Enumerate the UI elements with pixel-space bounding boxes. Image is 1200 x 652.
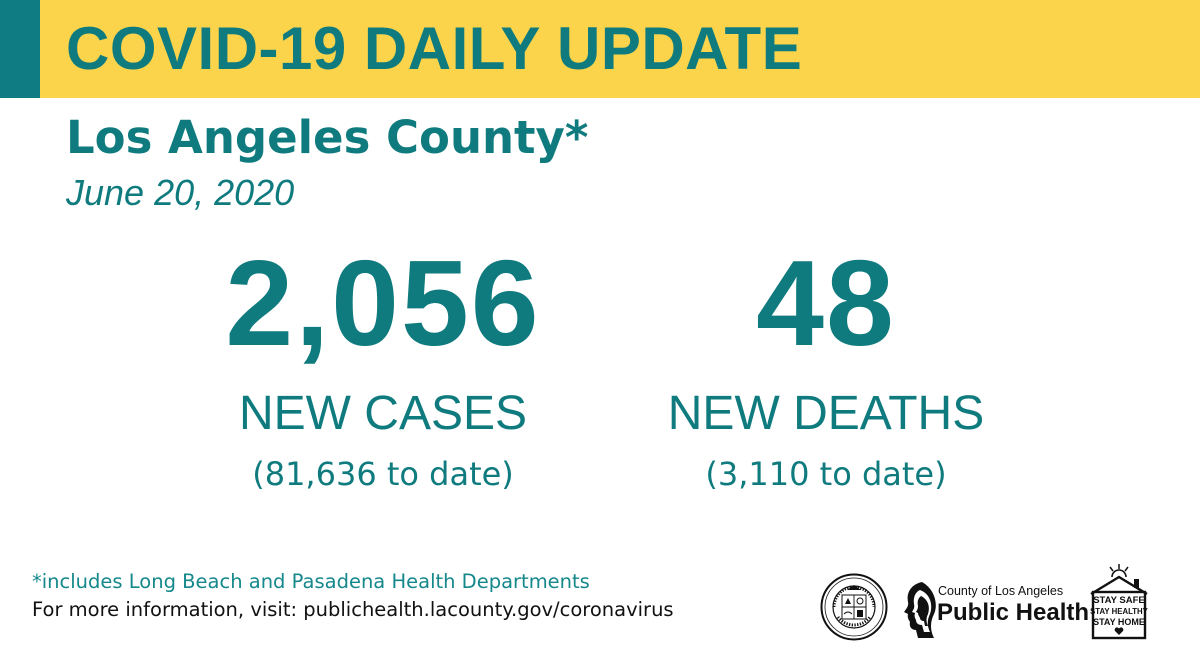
- footnote: *includes Long Beach and Pasadena Health…: [32, 570, 590, 593]
- more-info-text: For more information, visit: publichealt…: [32, 598, 674, 621]
- svg-text:STAY HEALTHY: STAY HEALTHY: [1090, 607, 1149, 616]
- public-health-title: Public Health: [937, 599, 1090, 626]
- public-health-county-text: County of Los Angeles: [938, 584, 1064, 598]
- svg-text:STAY HOME: STAY HOME: [1093, 617, 1145, 627]
- region-heading: Los Angeles County*: [66, 111, 589, 164]
- cases-to-date: (81,636 to date): [252, 455, 514, 493]
- header-banner: COVID-19 DAILY UPDATE: [0, 0, 1200, 98]
- new-cases-label: NEW CASES: [238, 387, 528, 440]
- new-cases-number: 2,056: [225, 235, 541, 371]
- stay-safe-badge: STAY SAFE STAY HEALTHY STAY HOME: [1090, 564, 1149, 640]
- page-title: COVID-19 DAILY UPDATE: [66, 15, 803, 82]
- public-health-heads-icon: [904, 582, 936, 638]
- deaths-to-date: (3,110 to date): [705, 455, 947, 493]
- new-deaths-number: 48: [756, 235, 896, 371]
- banner-accent-bar: [0, 0, 40, 98]
- report-date: June 20, 2020: [66, 172, 295, 213]
- new-deaths-label: NEW DEATHS: [667, 387, 985, 440]
- public-health-logo: County of Los Angeles Public Health: [900, 576, 1089, 642]
- county-seal-icon: [820, 573, 888, 641]
- svg-text:STAY SAFE: STAY SAFE: [1093, 595, 1145, 606]
- new-cases-stat: 2,056 NEW CASES (81,636 to date): [200, 238, 566, 496]
- new-deaths-stat: 48 NEW DEATHS (3,110 to date): [640, 238, 1012, 496]
